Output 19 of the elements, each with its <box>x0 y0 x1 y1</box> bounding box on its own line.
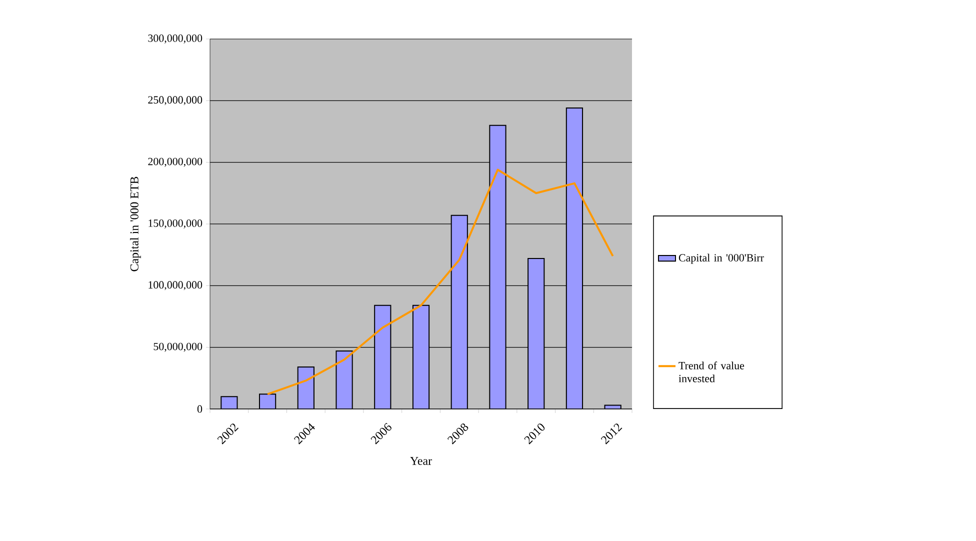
bar <box>412 304 430 409</box>
line-series <box>266 168 614 396</box>
legend-label: Trend of value invested <box>678 362 744 382</box>
x-axis-title: Year <box>410 456 432 465</box>
legend-label: Capital in '000'Birr <box>678 254 764 264</box>
y-tick-label: 50,000,000 <box>154 342 202 352</box>
y-tick-label: 300,000,000 <box>148 34 202 44</box>
y-tick-label: 150,000,000 <box>148 220 202 228</box>
bar <box>374 304 392 409</box>
bar <box>336 350 353 409</box>
bar <box>489 124 506 409</box>
y-tick-label: 200,000,000 <box>148 158 202 167</box>
bar <box>450 214 468 409</box>
y-tick-label: 250,000,000 <box>148 96 202 106</box>
y-axis-title: Capital in '000 ETB <box>130 176 141 272</box>
bar <box>528 258 545 409</box>
y-tick-label: 100,000,000 <box>148 281 202 290</box>
y-tick-label: 0 <box>197 405 202 413</box>
bar <box>566 108 584 409</box>
